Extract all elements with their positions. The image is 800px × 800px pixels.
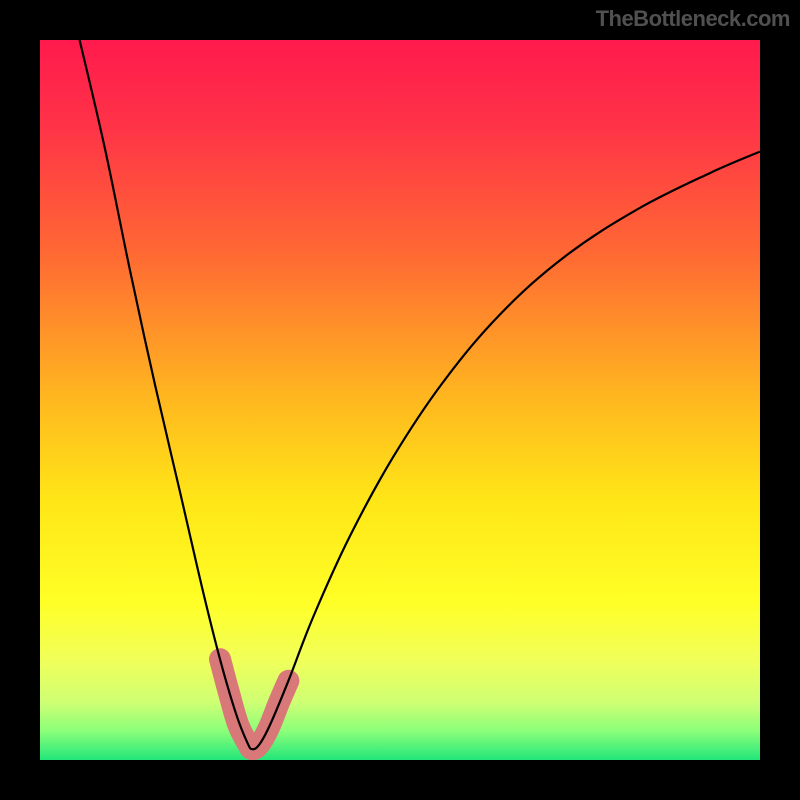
plot-background (40, 40, 760, 760)
chart-canvas: TheBottleneck.com (0, 0, 800, 800)
bottleneck-chart (0, 0, 800, 800)
